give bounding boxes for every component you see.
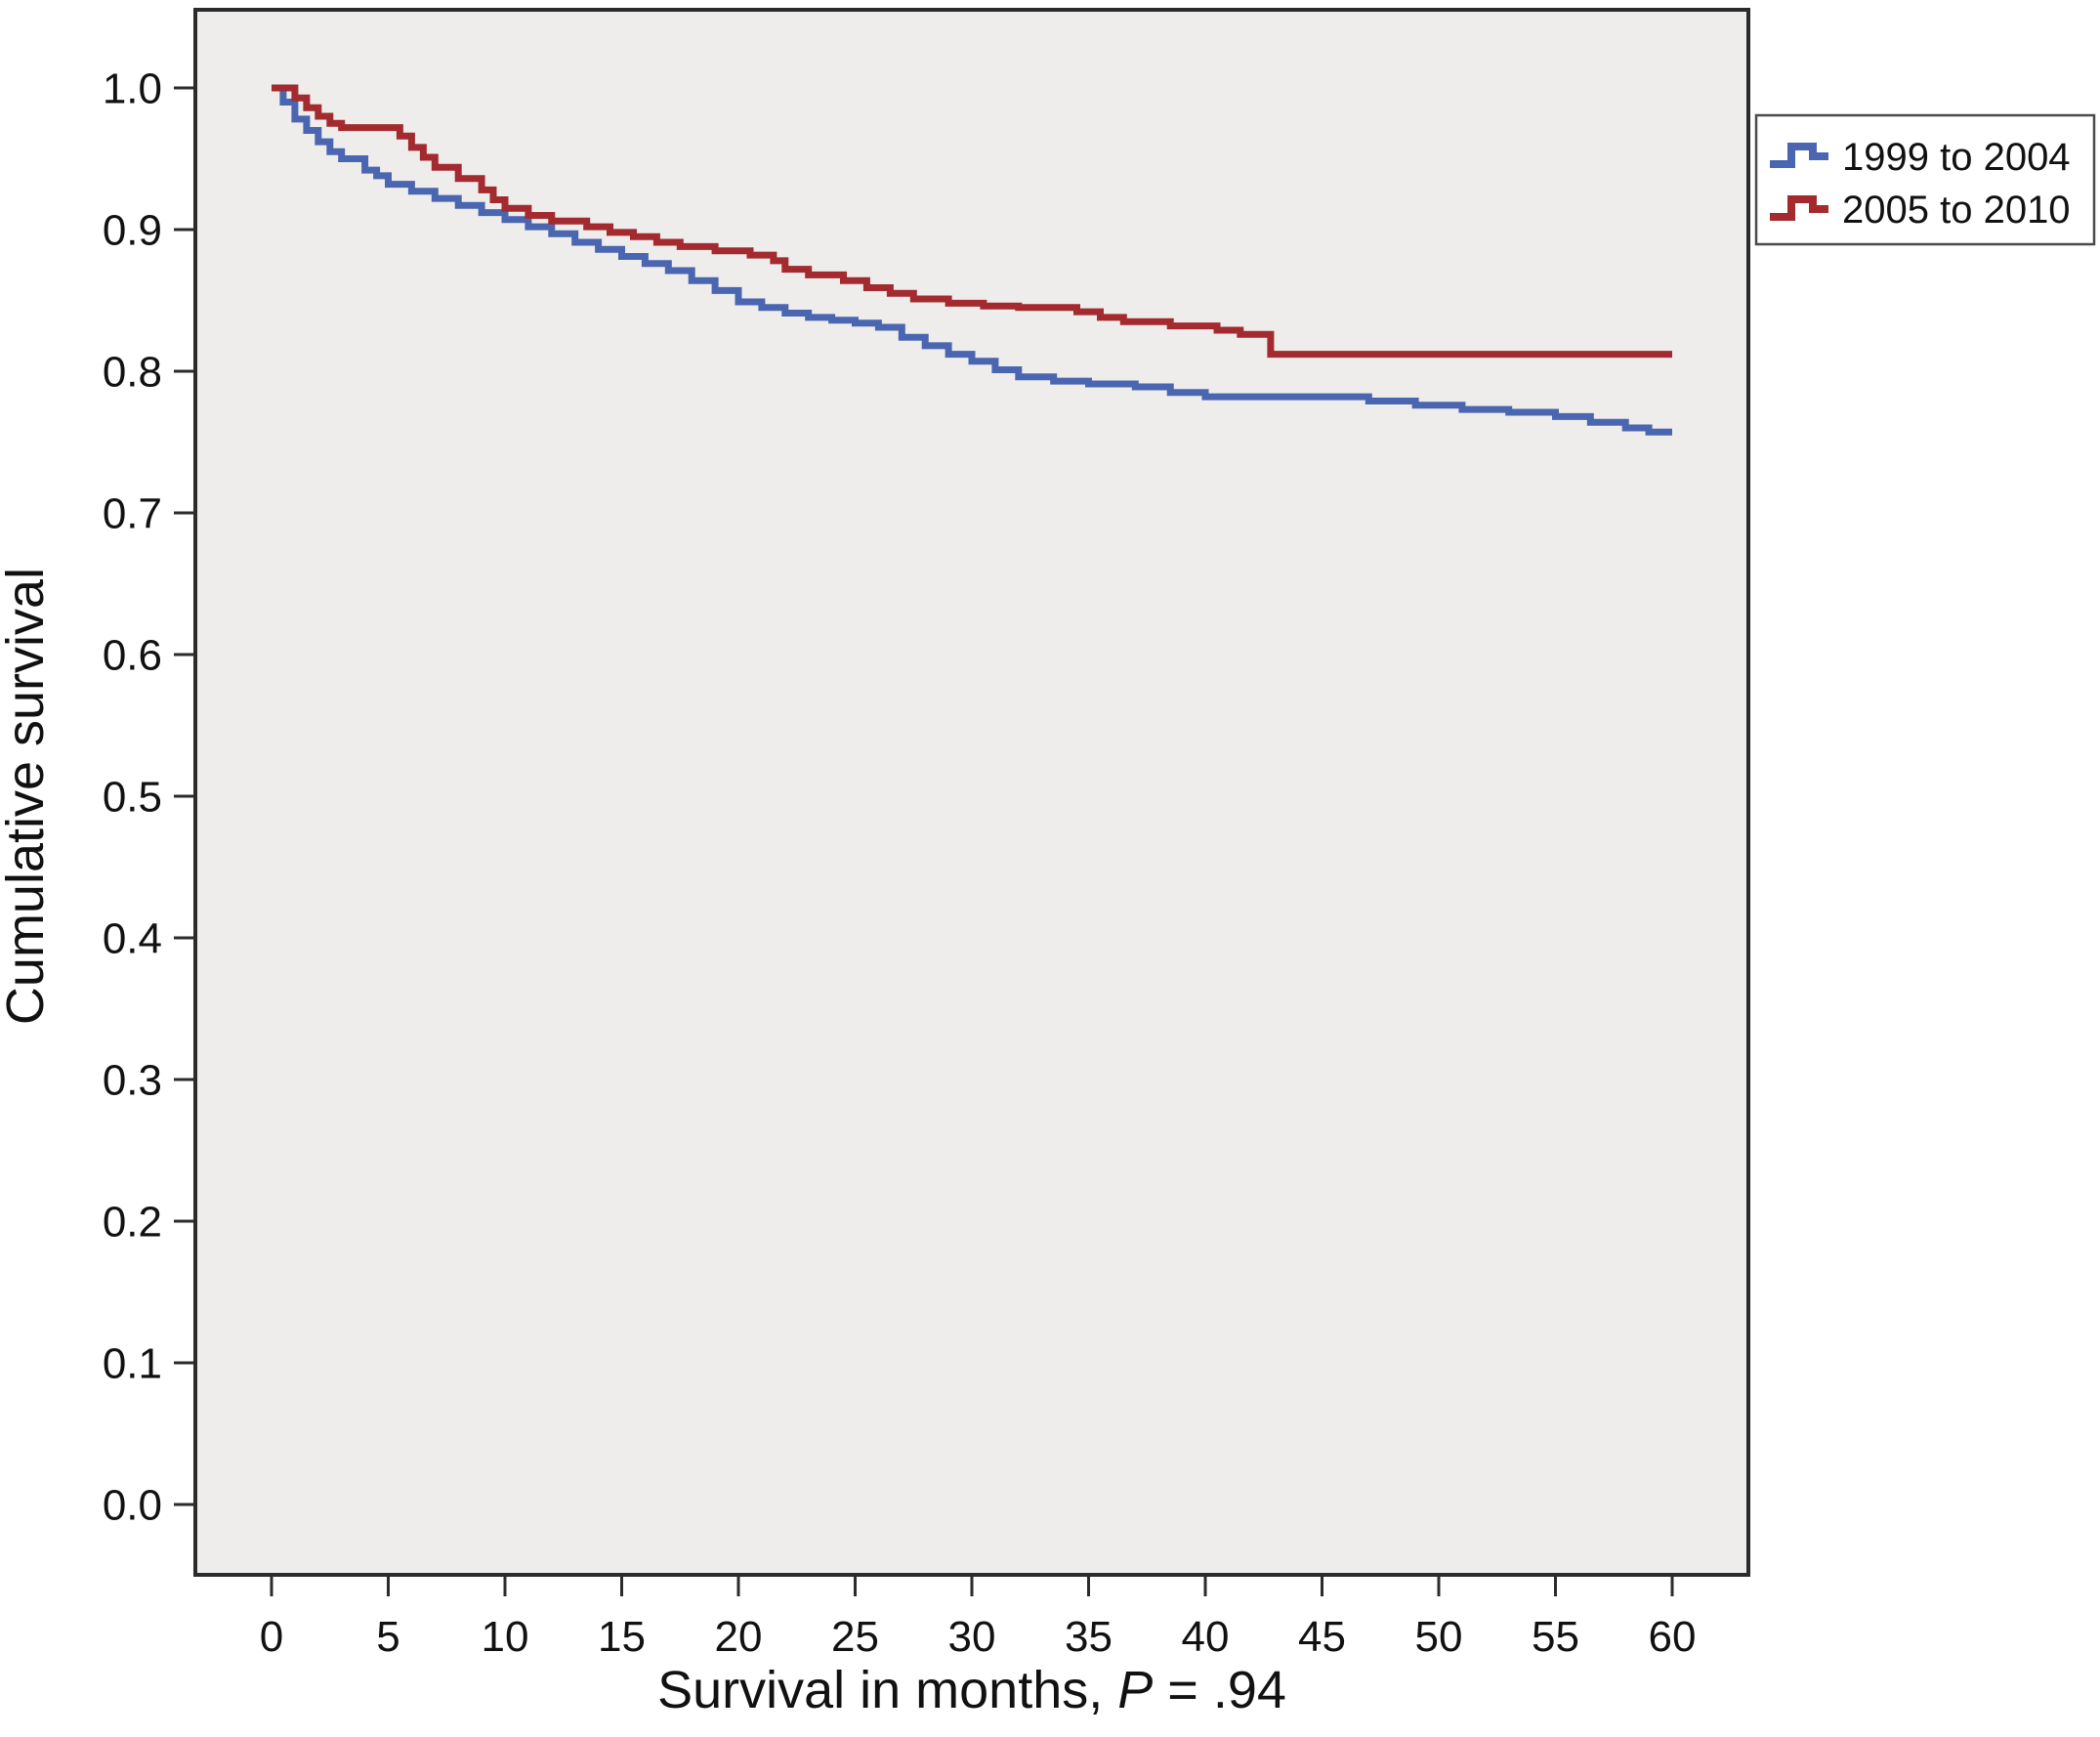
x-tick-label: 15	[598, 1613, 646, 1661]
x-tick-label: 60	[1649, 1613, 1697, 1661]
y-tick-label: 0.0	[103, 1481, 162, 1529]
y-tick-label: 0.4	[103, 914, 162, 962]
x-axis-label-prefix: Survival in months,	[657, 1661, 1117, 1719]
legend-label-2005-2010: 2005 to 2010	[1842, 189, 2071, 232]
x-axis-ticks: 0 5 10 15 20 25 30 35 40 45 50 55 60	[260, 1575, 1697, 1661]
x-axis-label-suffix: = .94	[1153, 1661, 1286, 1719]
y-axis-label: Cumulative survival	[0, 568, 55, 1025]
y-axis-ticks: 0.0 0.1 0.2 0.3 0.4 0.5 0.6 0.7 0.8 0.9 1.0	[103, 64, 195, 1529]
y-tick-label: 0.3	[103, 1056, 162, 1104]
plot-area	[195, 10, 1748, 1575]
y-tick-label: 0.2	[103, 1198, 162, 1246]
series-line-1999-to-2004	[272, 84, 1672, 436]
x-tick-label: 50	[1415, 1613, 1463, 1661]
y-tick-label: 0.9	[103, 206, 162, 254]
x-axis-label-p: P	[1117, 1661, 1153, 1719]
series-lines	[272, 84, 1672, 436]
x-tick-label: 10	[482, 1613, 529, 1661]
x-tick-label: 25	[831, 1613, 879, 1661]
y-tick-label: 0.6	[103, 631, 162, 679]
legend-line-2005-2010-icon	[1770, 195, 1828, 221]
x-tick-label: 20	[715, 1613, 763, 1661]
y-tick-label: 0.1	[103, 1339, 162, 1387]
y-tick-label: 0.8	[103, 348, 162, 396]
x-axis-label: Survival in months, P = .94	[657, 1661, 1286, 1719]
legend: 1999 to 2004 2005 to 2010	[1754, 113, 2096, 246]
y-tick-label: 1.0	[103, 64, 162, 112]
y-tick-label: 0.5	[103, 773, 162, 821]
legend-label-1999-2004: 1999 to 2004	[1842, 136, 2071, 179]
x-tick-label: 35	[1065, 1613, 1113, 1661]
plot-border	[193, 8, 1750, 1577]
x-tick-label: 5	[376, 1613, 399, 1661]
x-tick-label: 0	[260, 1613, 283, 1661]
x-tick-label: 30	[948, 1613, 996, 1661]
legend-line-1999-2004-icon	[1770, 143, 1828, 168]
legend-box	[1754, 113, 2096, 246]
x-tick-label: 45	[1298, 1613, 1346, 1661]
series-line-2005-to-2010	[272, 84, 1672, 359]
x-tick-label: 55	[1532, 1613, 1579, 1661]
y-tick-label: 0.7	[103, 489, 162, 537]
x-tick-label: 40	[1182, 1613, 1230, 1661]
